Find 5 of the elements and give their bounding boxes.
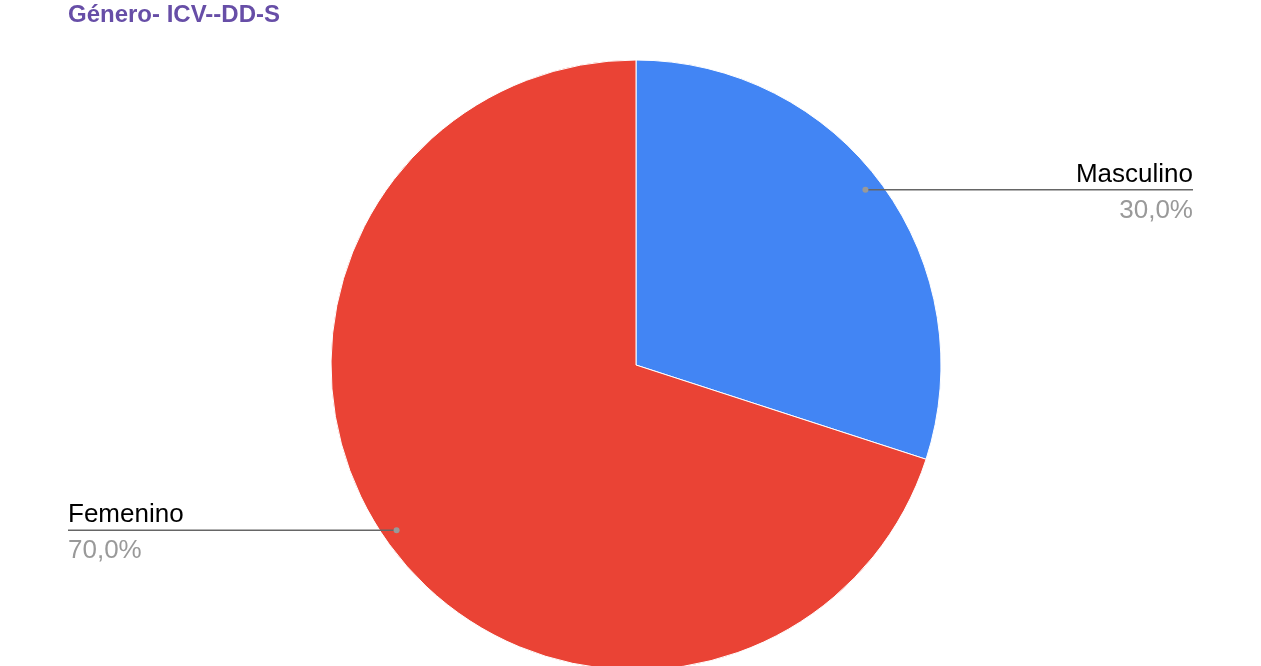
data-label: 30,0% — [1119, 193, 1193, 224]
chart-title: Género- ICV--DD-S — [68, 0, 281, 28]
slice-label: Masculino — [1075, 157, 1193, 188]
slice-label: Femenino — [68, 498, 184, 529]
data-label: 70,0% — [68, 534, 142, 565]
